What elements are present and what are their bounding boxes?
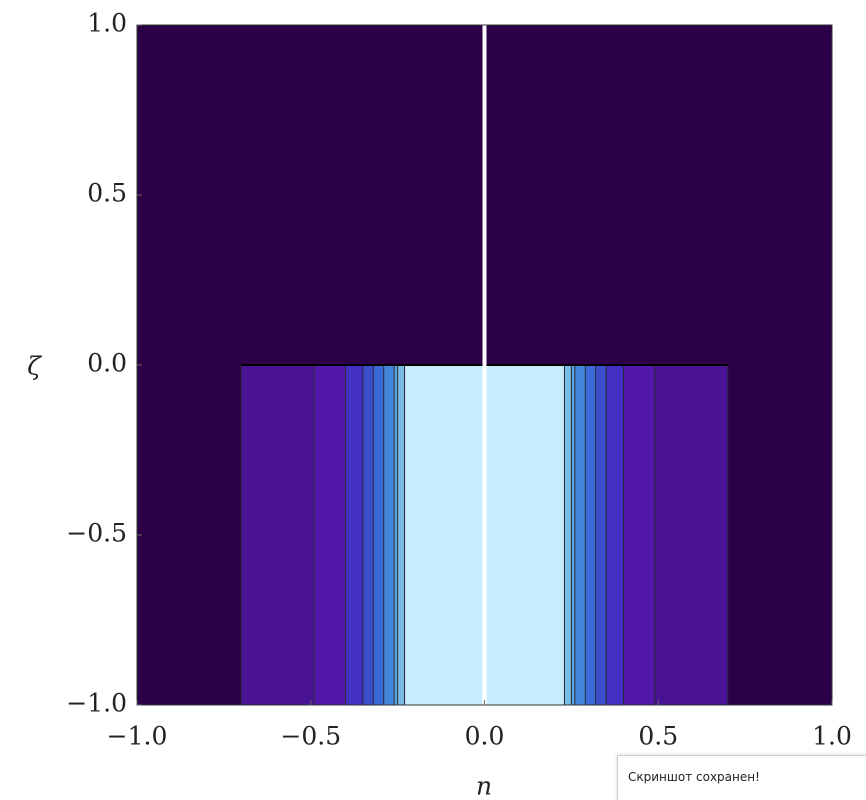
x-tick-label: 0.0 bbox=[465, 722, 505, 751]
x-tick-label: −0.5 bbox=[280, 722, 341, 751]
x-tick-label: 1.0 bbox=[812, 722, 852, 751]
y-tick-label: −1.0 bbox=[66, 689, 127, 718]
x-axis-label: n bbox=[476, 772, 492, 800]
y-axis-label: ζ bbox=[27, 352, 42, 381]
x-tick-label: −1.0 bbox=[107, 722, 168, 751]
y-tick-label: −0.5 bbox=[66, 519, 127, 548]
toast: Скриншот сохранен! bbox=[617, 755, 866, 800]
y-tick-label: 0.5 bbox=[87, 179, 127, 208]
y-tick-label: 0.0 bbox=[87, 349, 127, 378]
y-tick-label: 1.0 bbox=[87, 9, 127, 38]
x-tick-label: 0.5 bbox=[638, 722, 678, 751]
